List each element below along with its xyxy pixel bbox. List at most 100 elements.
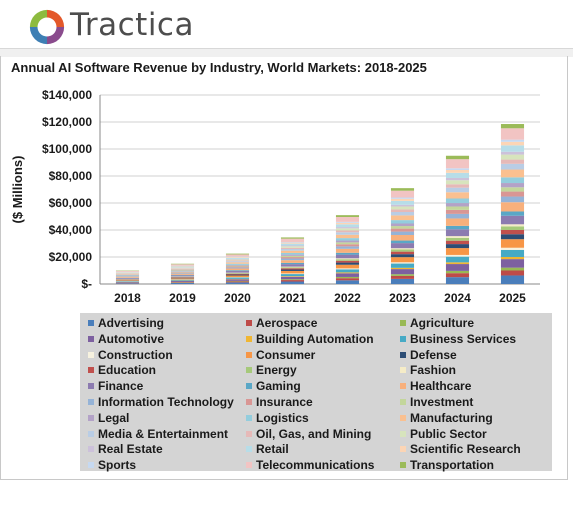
- bar-segment: [280, 252, 305, 255]
- legend-swatch: [400, 399, 406, 405]
- bar-segment: [170, 274, 195, 276]
- bar-segment: [280, 238, 305, 242]
- legend-item: Gaming: [246, 379, 301, 393]
- bar-segment: [335, 248, 360, 253]
- bar-segment: [335, 244, 360, 247]
- y-tick-label: $40,000: [49, 223, 93, 237]
- legend-label: Public Sector: [410, 426, 487, 441]
- bar-segment: [170, 277, 195, 279]
- bar-segment: [500, 151, 525, 155]
- bar-segment: [280, 262, 305, 265]
- bar-segment: [225, 265, 250, 267]
- bar-segment: [390, 198, 415, 201]
- x-tick-label: 2020: [224, 291, 251, 305]
- bar-segment: [170, 271, 195, 273]
- bar-segment: [445, 229, 470, 237]
- legend-label: Media & Entertainment: [98, 426, 229, 441]
- bar-segment: [115, 283, 140, 284]
- legend-swatch: [400, 446, 406, 453]
- bar-segment: [225, 261, 250, 263]
- bar-segment: [170, 272, 195, 273]
- legend-swatch: [88, 351, 94, 358]
- bar-segment: [445, 177, 470, 181]
- legend-item: Investment: [400, 395, 473, 409]
- bar-segment: [500, 215, 525, 225]
- bar-segment: [390, 263, 415, 268]
- bar-segment: [280, 274, 305, 277]
- legend-item: Media & Entertainment: [88, 427, 228, 441]
- bar-segment: [335, 273, 360, 277]
- bar-segment: [500, 275, 525, 284]
- bar-segment: [500, 169, 525, 178]
- bar-segment: [115, 277, 140, 278]
- legend-swatch: [88, 383, 94, 390]
- bar-segment: [335, 258, 360, 260]
- bar-segment: [445, 273, 470, 278]
- y-tick-label: $120,000: [42, 115, 92, 129]
- bar-segment: [225, 257, 250, 258]
- bar-segment: [335, 238, 360, 241]
- bar-segment: [225, 282, 250, 284]
- x-tick-label: 2019: [169, 291, 196, 305]
- legend-item: Healthcare: [400, 379, 471, 393]
- bar-segment: [280, 246, 305, 248]
- bar-segment: [225, 257, 250, 259]
- bar-segment: [390, 231, 415, 236]
- bar-segment: [225, 280, 250, 282]
- bar-segment: [390, 223, 415, 227]
- legend-item: Legal: [88, 411, 129, 425]
- legend-label: Oil, Gas, and Mining: [256, 426, 372, 441]
- bar-segment: [390, 206, 415, 210]
- bar-segment: [335, 222, 360, 225]
- legend-swatch: [400, 414, 406, 421]
- bar-segment: [280, 249, 305, 251]
- bar-segment: [225, 279, 250, 281]
- bar-segment: [500, 259, 525, 268]
- bar-segment: [445, 184, 470, 188]
- legend-label: Gaming: [256, 379, 301, 394]
- bar-segment: [170, 275, 195, 277]
- bar-segment: [170, 268, 195, 270]
- legend-item: Energy: [246, 363, 297, 377]
- bar-segment: [335, 224, 360, 228]
- legend-item: Telecommunications: [246, 458, 374, 472]
- bar-segment: [170, 263, 195, 265]
- bar-segment: [390, 226, 415, 229]
- legend-label: Agriculture: [410, 316, 475, 330]
- bar-segment: [225, 268, 250, 271]
- legend-label: Aerospace: [256, 316, 318, 330]
- bar-segment: [335, 264, 360, 269]
- bar-segment: [170, 282, 195, 284]
- bar-segment: [500, 267, 525, 271]
- legend-label: Finance: [98, 379, 144, 394]
- bar-segment: [280, 243, 305, 246]
- bar-segment: [390, 200, 415, 205]
- bar-segment: [500, 183, 525, 188]
- legend-swatch: [400, 320, 406, 326]
- bar-segment: [500, 187, 525, 192]
- bar-segment: [170, 279, 195, 281]
- bar-segment: [335, 232, 360, 235]
- bar-segment: [335, 272, 360, 274]
- bar-segment: [280, 247, 305, 250]
- bar-segment: [280, 270, 305, 274]
- bar-segment: [225, 281, 250, 283]
- bar-segment: [445, 248, 470, 255]
- legend-swatch: [400, 351, 406, 358]
- bar-segment: [445, 256, 470, 263]
- bar-segment: [280, 268, 305, 270]
- legend-item: Real Estate: [88, 442, 163, 456]
- bar-segment: [225, 254, 250, 257]
- legend-label: Automotive: [98, 331, 164, 346]
- legend-item: Consumer: [246, 348, 315, 362]
- brand-name: Tractica: [70, 7, 194, 43]
- bar-segment: [225, 253, 250, 255]
- bar-segment: [500, 211, 525, 216]
- bar-segment: [170, 272, 195, 274]
- bar-segment: [390, 204, 415, 207]
- bar-segment: [335, 215, 360, 217]
- legend-item: Building Automation: [246, 332, 374, 346]
- bar-segment: [390, 209, 415, 213]
- bar-segment: [500, 256, 525, 260]
- bar-segment: [335, 276, 360, 279]
